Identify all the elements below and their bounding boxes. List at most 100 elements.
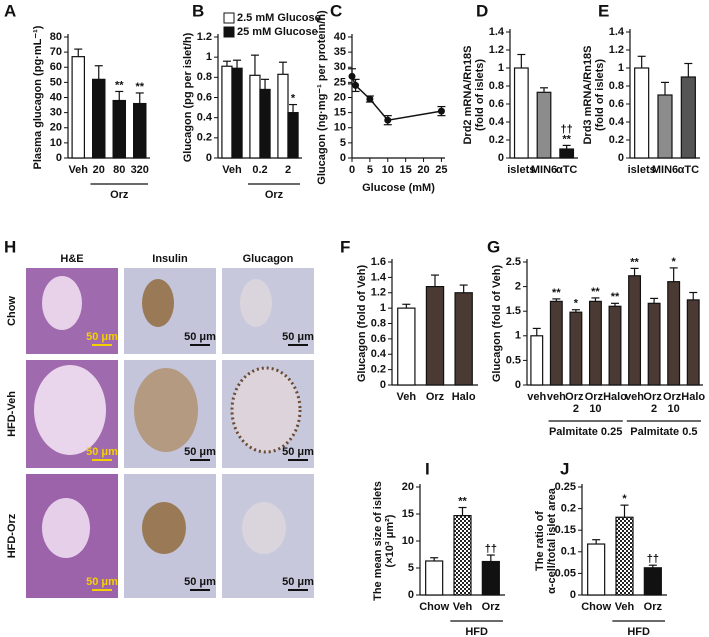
y-tick-label: 0.8 [371, 317, 386, 329]
scale-label: 50 μm [86, 576, 118, 588]
y-tick-label: 40 [50, 91, 62, 103]
y-axis-label: The ratio of [534, 511, 546, 571]
y-tick-label: 2.5 [506, 256, 521, 268]
annotation: * [622, 493, 627, 505]
y-tick-label: 10 [334, 122, 346, 134]
panel-label: A [4, 1, 16, 20]
y-tick-label: 10 [50, 137, 62, 149]
y-tick-label: 0.8 [197, 71, 212, 83]
x-tick-label: islets [628, 164, 656, 176]
x-tick-label: Chow [419, 601, 449, 613]
x-tick-label: Halo [603, 391, 627, 403]
y-axis-label: Glucagon (ng·mg⁻¹ per protein/h) [316, 10, 328, 185]
y-tick-label: 0.4 [371, 348, 387, 360]
row-label: HFD-Orz [6, 513, 18, 558]
y-tick-label: 20 [334, 91, 346, 103]
scale-label: 50 μm [86, 446, 118, 458]
bar [608, 305, 622, 386]
y-tick-label: 1.2 [197, 31, 212, 43]
row-label: Chow [6, 296, 18, 326]
y-tick-label: 0.4 [197, 112, 213, 124]
y-axis-label: The mean size of islets [372, 481, 384, 601]
scale-label: 50 μm [184, 446, 216, 458]
y-tick-label: 1.6 [371, 256, 386, 268]
y-tick-label: 1.4 [371, 271, 387, 283]
y-axis-label: (fold of islets) [474, 59, 486, 131]
y-tick-label: 0.5 [506, 354, 521, 366]
annotation: ** [458, 495, 467, 507]
bar [530, 335, 544, 386]
y-tick-label: 0 [380, 379, 386, 391]
y-tick-label: 1 [618, 62, 624, 74]
x-tick-label: Veh [68, 164, 88, 176]
y-tick-label: 0.2 [197, 132, 212, 144]
bar [536, 91, 552, 159]
annotation: ** [552, 287, 561, 299]
y-tick-label: 1.2 [609, 44, 624, 56]
x-tick-label: 2 [285, 164, 291, 176]
islet [230, 366, 302, 454]
y-tick-label: 0.6 [489, 98, 504, 110]
group-label: HFD [465, 626, 488, 637]
y-tick-label: 0 [570, 589, 576, 601]
bar [647, 302, 661, 386]
y-tick-label: 0.8 [609, 80, 624, 92]
y-tick-label: 1.5 [506, 305, 521, 317]
y-tick-label: 0.4 [609, 116, 625, 128]
bar [569, 311, 583, 386]
x-axis-label: Glucose (mM) [362, 182, 435, 194]
y-tick-label: 20 [50, 122, 62, 134]
x-tick-label: Chow [581, 601, 611, 613]
x-tick-label: islets [507, 164, 535, 176]
bar [231, 67, 243, 159]
bar [587, 543, 606, 596]
y-tick-label: 0 [515, 379, 521, 391]
y-tick-label: 1.2 [489, 44, 504, 56]
x-tick-label: Orz [644, 601, 663, 613]
y-tick-label: 0.05 [555, 567, 576, 579]
y-tick-label: 15 [334, 107, 346, 119]
panel-label: G [487, 237, 500, 256]
scale-label: 50 μm [184, 331, 216, 343]
x-tick-label: 320 [131, 164, 149, 176]
y-tick-label: 1.4 [489, 26, 505, 38]
y-tick-label: 5 [408, 562, 414, 574]
x-tick-label: 20 [93, 164, 105, 176]
y-tick-label: 20 [402, 481, 414, 493]
y-tick-label: 1.4 [609, 26, 625, 38]
x-tick-label: 15 [400, 164, 412, 176]
column-header: Insulin [152, 253, 188, 265]
panel-label: D [476, 1, 488, 20]
y-tick-label: 60 [50, 61, 62, 73]
y-tick-label: 0 [56, 152, 62, 164]
y-tick-label: 10 [402, 535, 414, 547]
y-axis-label: Glucagon (fold of Veh) [491, 265, 503, 383]
annotation: ** [591, 286, 600, 298]
y-tick-label: 1.2 [371, 287, 386, 299]
y-tick-label: 0 [408, 589, 414, 601]
scale-label: 50 μm [282, 331, 314, 343]
x-tick-label: Halo [452, 391, 476, 403]
scale-label: 50 μm [282, 446, 314, 458]
bar [71, 56, 85, 159]
x-tick-label: MIN6 [531, 164, 557, 176]
islet [34, 365, 106, 455]
bar [91, 78, 106, 159]
bar [112, 99, 126, 159]
bar [287, 112, 299, 159]
bar [221, 65, 233, 159]
x-tick-label: Veh [453, 601, 473, 613]
point [384, 116, 392, 124]
annotation: †† [561, 123, 573, 135]
group-label: Palmitate 0.25 [549, 426, 622, 438]
y-tick-label: 30 [50, 107, 62, 119]
bar [259, 88, 271, 159]
x-tick-label: 25 [435, 164, 447, 176]
scale-label: 50 μm [282, 576, 314, 588]
panel-label: I [425, 459, 430, 478]
y-tick-label: 0.6 [197, 91, 212, 103]
x-tick-label: 5 [367, 164, 373, 176]
bar [615, 516, 634, 596]
row-label: HFD-Veh [6, 391, 18, 437]
bar [397, 307, 416, 386]
